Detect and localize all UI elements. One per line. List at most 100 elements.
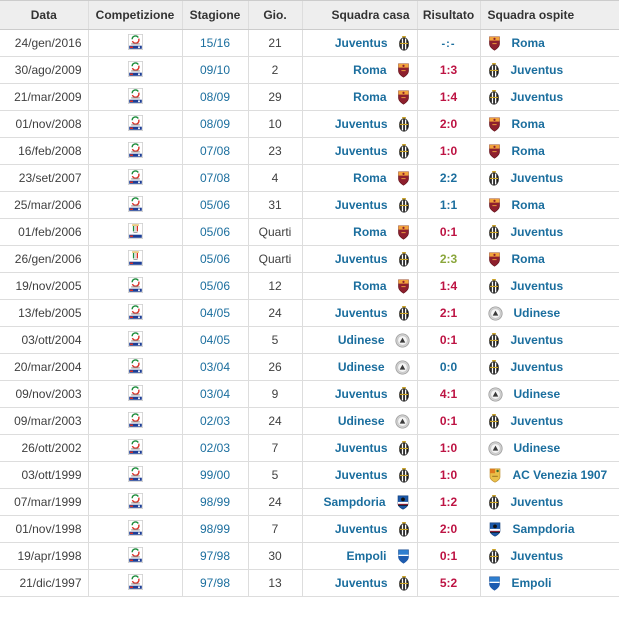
result-score[interactable]: 4:1 bbox=[439, 387, 458, 401]
season-link[interactable]: 08/09 bbox=[199, 117, 231, 131]
result-score[interactable]: 1:0 bbox=[439, 441, 458, 455]
serie-a-tim-icon[interactable] bbox=[127, 438, 143, 458]
roma-badge[interactable] bbox=[488, 117, 501, 132]
result-score[interactable]: 1:2 bbox=[439, 495, 458, 509]
away-team-link[interactable]: Juventus bbox=[510, 414, 564, 428]
juventus-badge[interactable] bbox=[488, 413, 500, 429]
away-team-link[interactable]: Juventus bbox=[510, 279, 564, 293]
away-team-link[interactable]: Juventus bbox=[510, 90, 564, 104]
roma-badge[interactable] bbox=[488, 36, 501, 51]
season-link[interactable]: 98/99 bbox=[199, 495, 231, 509]
roma-badge[interactable] bbox=[488, 198, 501, 213]
result-score[interactable]: 0:1 bbox=[439, 549, 458, 563]
season-link[interactable]: 07/08 bbox=[199, 171, 231, 185]
serie-a-tim-icon[interactable] bbox=[127, 573, 143, 593]
away-team-link[interactable]: Udinese bbox=[513, 387, 561, 401]
juventus-badge[interactable] bbox=[398, 116, 410, 132]
season-link[interactable]: 02/03 bbox=[199, 414, 231, 428]
serie-a-tim-icon[interactable] bbox=[127, 33, 143, 53]
juventus-badge[interactable] bbox=[398, 440, 410, 456]
season-link[interactable]: 09/10 bbox=[199, 63, 231, 77]
juventus-badge[interactable] bbox=[488, 89, 500, 105]
udinese-badge[interactable] bbox=[394, 359, 410, 375]
result-score[interactable]: 2:3 bbox=[439, 252, 458, 266]
result-score[interactable]: 1:0 bbox=[439, 468, 458, 482]
away-team-link[interactable]: Juventus bbox=[510, 495, 564, 509]
serie-a-tim-icon[interactable] bbox=[127, 465, 143, 485]
home-team-link[interactable]: Juventus bbox=[334, 306, 388, 320]
result-score[interactable]: 2:0 bbox=[439, 522, 458, 536]
serie-a-tim-icon[interactable] bbox=[127, 60, 143, 80]
serie-a-tim-icon[interactable] bbox=[127, 87, 143, 107]
serie-a-tim-icon[interactable] bbox=[127, 330, 143, 350]
season-link[interactable]: 04/05 bbox=[199, 306, 231, 320]
udinese-badge[interactable] bbox=[394, 413, 410, 429]
home-team-link[interactable]: Sampdoria bbox=[323, 495, 386, 509]
juventus-badge[interactable] bbox=[398, 305, 410, 321]
result-score[interactable]: 1:3 bbox=[439, 63, 458, 77]
away-team-link[interactable]: Udinese bbox=[513, 441, 561, 455]
juventus-badge[interactable] bbox=[488, 332, 500, 348]
season-link[interactable]: 97/98 bbox=[199, 576, 231, 590]
serie-a-tim-icon[interactable] bbox=[127, 411, 143, 431]
juventus-badge[interactable] bbox=[488, 359, 500, 375]
result-score[interactable]: 2:2 bbox=[439, 171, 458, 185]
home-team-link[interactable]: Roma bbox=[353, 90, 387, 104]
juventus-badge[interactable] bbox=[398, 251, 410, 267]
away-team-link[interactable]: Sampdoria bbox=[512, 522, 575, 536]
away-team-link[interactable]: Juventus bbox=[510, 63, 564, 77]
away-team-link[interactable]: Roma bbox=[511, 117, 545, 131]
venezia-badge[interactable] bbox=[488, 468, 502, 483]
home-team-link[interactable]: Roma bbox=[353, 279, 387, 293]
season-link[interactable]: 05/06 bbox=[199, 225, 231, 239]
season-link[interactable]: 15/16 bbox=[199, 36, 231, 50]
season-link[interactable]: 99/00 bbox=[199, 468, 231, 482]
home-team-link[interactable]: Juventus bbox=[334, 198, 388, 212]
home-team-link[interactable]: Udinese bbox=[337, 414, 385, 428]
result-score[interactable]: 0:0 bbox=[439, 360, 458, 374]
udinese-badge[interactable] bbox=[487, 440, 503, 456]
result-score[interactable]: 1:4 bbox=[439, 279, 458, 293]
home-team-link[interactable]: Empoli bbox=[346, 549, 387, 563]
empoli-badge[interactable] bbox=[488, 576, 501, 591]
away-team-link[interactable]: AC Venezia 1907 bbox=[512, 468, 608, 482]
home-team-link[interactable]: Juventus bbox=[334, 576, 388, 590]
home-team-link[interactable]: Juventus bbox=[334, 387, 388, 401]
serie-a-tim-icon[interactable] bbox=[127, 357, 143, 377]
away-team-link[interactable]: Roma bbox=[511, 36, 545, 50]
season-link[interactable]: 04/05 bbox=[199, 333, 231, 347]
home-team-link[interactable]: Udinese bbox=[337, 333, 385, 347]
season-link[interactable]: 03/04 bbox=[199, 387, 231, 401]
roma-badge[interactable] bbox=[397, 90, 410, 105]
juventus-badge[interactable] bbox=[398, 575, 410, 591]
sampdoria-badge[interactable] bbox=[396, 495, 410, 510]
away-team-link[interactable]: Juventus bbox=[510, 549, 564, 563]
juventus-badge[interactable] bbox=[488, 278, 500, 294]
juventus-badge[interactable] bbox=[488, 548, 500, 564]
juventus-badge[interactable] bbox=[488, 62, 500, 78]
result-score[interactable]: 0:1 bbox=[439, 414, 458, 428]
away-team-link[interactable]: Juventus bbox=[510, 171, 564, 185]
serie-a-tim-icon[interactable] bbox=[127, 303, 143, 323]
home-team-link[interactable]: Juventus bbox=[334, 144, 388, 158]
serie-a-tim-icon[interactable] bbox=[127, 141, 143, 161]
juventus-badge[interactable] bbox=[398, 467, 410, 483]
away-team-link[interactable]: Juventus bbox=[510, 333, 564, 347]
udinese-badge[interactable] bbox=[487, 305, 503, 321]
juventus-badge[interactable] bbox=[488, 170, 500, 186]
season-link[interactable]: 05/06 bbox=[199, 252, 231, 266]
serie-a-tim-icon[interactable] bbox=[127, 168, 143, 188]
season-link[interactable]: 07/08 bbox=[199, 144, 231, 158]
juventus-badge[interactable] bbox=[398, 197, 410, 213]
home-team-link[interactable]: Juventus bbox=[334, 117, 388, 131]
serie-a-tim-icon[interactable] bbox=[127, 384, 143, 404]
home-team-link[interactable]: Roma bbox=[353, 225, 387, 239]
juventus-badge[interactable] bbox=[398, 521, 410, 537]
juventus-badge[interactable] bbox=[488, 224, 500, 240]
away-team-link[interactable]: Roma bbox=[511, 144, 545, 158]
coppa-italia-tim-icon[interactable] bbox=[127, 222, 143, 242]
home-team-link[interactable]: Juventus bbox=[334, 252, 388, 266]
roma-badge[interactable] bbox=[397, 171, 410, 186]
sampdoria-badge[interactable] bbox=[488, 522, 502, 537]
result-score[interactable]: 1:0 bbox=[439, 144, 458, 158]
